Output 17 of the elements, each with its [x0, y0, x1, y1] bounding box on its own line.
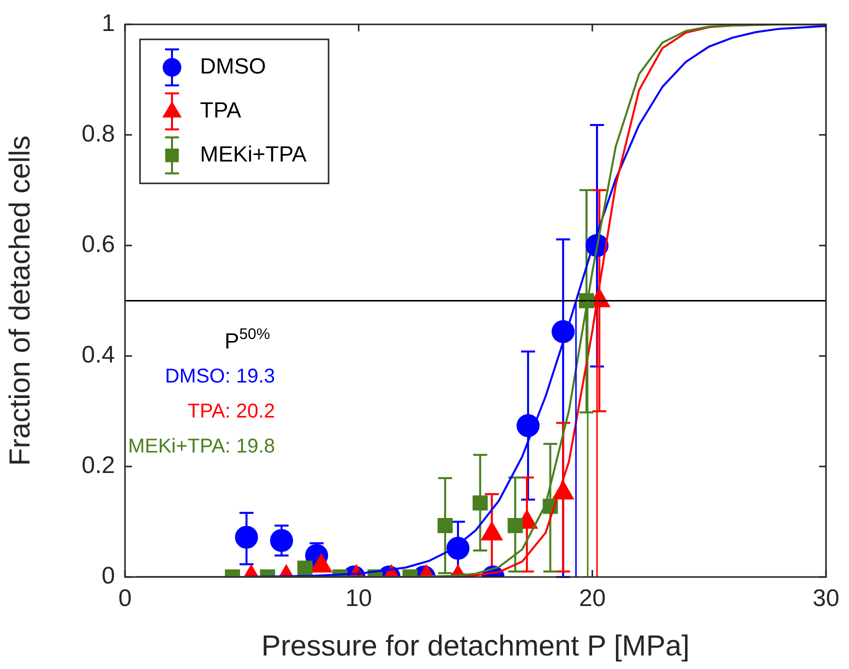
legend-label: TPA	[200, 97, 242, 122]
y-tick-label: 1	[102, 10, 115, 38]
y-tick-label: 0.4	[82, 342, 115, 369]
y-axis-title: Fraction of detached cells	[4, 135, 36, 466]
ref-line-label: MEKi+TPA: 19.8	[128, 436, 276, 458]
legend-label: DMSO	[200, 53, 266, 78]
legend-label: MEKi+TPA	[200, 141, 307, 166]
ref-line-label: TPA: 20.2	[188, 400, 275, 423]
x-tick-label: 20	[578, 585, 606, 612]
y-tick-label: 0.2	[82, 452, 115, 480]
y-tick-label: 0.8	[82, 120, 115, 148]
x-tick-label: 10	[345, 585, 372, 612]
y-tick-label: 0.6	[82, 231, 115, 258]
x-tick-label: 30	[812, 585, 840, 612]
ref-line-label: DMSO: 19.3	[164, 366, 276, 388]
y-tick-label: 0	[102, 562, 115, 590]
x-axis-title: Pressure for detachment P [MPa]	[261, 630, 690, 663]
